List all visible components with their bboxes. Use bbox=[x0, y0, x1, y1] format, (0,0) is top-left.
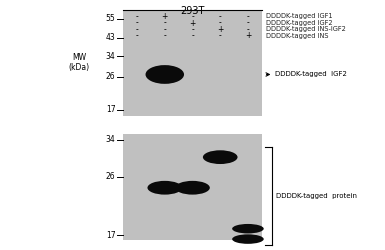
Text: -: - bbox=[246, 12, 249, 21]
Text: DDDDK-tagged INS-IGF2: DDDDK-tagged INS-IGF2 bbox=[266, 26, 345, 32]
Text: -: - bbox=[136, 25, 139, 34]
Text: -: - bbox=[191, 32, 194, 40]
Text: 55: 55 bbox=[106, 14, 116, 23]
Ellipse shape bbox=[232, 234, 264, 244]
Text: 43: 43 bbox=[106, 34, 116, 42]
Text: -: - bbox=[246, 18, 249, 28]
Text: -: - bbox=[136, 32, 139, 40]
Text: -: - bbox=[219, 32, 222, 40]
Text: 34: 34 bbox=[106, 136, 116, 144]
Text: +: + bbox=[217, 25, 223, 34]
Text: -: - bbox=[191, 25, 194, 34]
Text: DDDDK-tagged IGF2: DDDDK-tagged IGF2 bbox=[266, 20, 332, 26]
Bar bbox=[123, 134, 262, 240]
Text: -: - bbox=[136, 18, 139, 28]
Text: 17: 17 bbox=[106, 106, 116, 114]
Text: 293T: 293T bbox=[180, 6, 205, 16]
Text: DDDDK-tagged IGF1: DDDDK-tagged IGF1 bbox=[266, 13, 332, 19]
Text: -: - bbox=[219, 18, 222, 28]
Text: -: - bbox=[136, 12, 139, 21]
Text: -: - bbox=[163, 32, 166, 40]
Text: 17: 17 bbox=[106, 230, 116, 239]
Text: MW
(kDa): MW (kDa) bbox=[69, 53, 89, 72]
Bar bbox=[123, 11, 262, 116]
Text: -: - bbox=[219, 12, 222, 21]
Text: +: + bbox=[189, 18, 196, 28]
Text: 34: 34 bbox=[106, 52, 116, 61]
Text: 26: 26 bbox=[106, 72, 116, 82]
Text: -: - bbox=[246, 25, 249, 34]
Ellipse shape bbox=[147, 181, 182, 194]
Text: -: - bbox=[163, 18, 166, 28]
Text: +: + bbox=[245, 32, 251, 40]
Text: DDDDK-tagged INS: DDDDK-tagged INS bbox=[266, 33, 328, 39]
Text: +: + bbox=[162, 12, 168, 21]
Text: -: - bbox=[163, 25, 166, 34]
Ellipse shape bbox=[203, 150, 238, 164]
Ellipse shape bbox=[146, 65, 184, 84]
Text: 26: 26 bbox=[106, 172, 116, 181]
Ellipse shape bbox=[232, 224, 264, 234]
Text: DDDDK-tagged  protein: DDDDK-tagged protein bbox=[276, 193, 357, 199]
Ellipse shape bbox=[175, 181, 210, 194]
Text: -: - bbox=[191, 12, 194, 21]
Text: DDDDK-tagged  IGF2: DDDDK-tagged IGF2 bbox=[275, 72, 346, 78]
